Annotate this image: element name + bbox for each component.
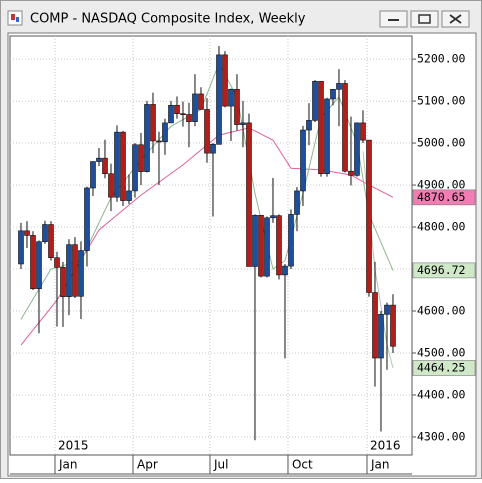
candle-body (48, 224, 54, 258)
candle-body (126, 190, 132, 201)
candle-body (60, 267, 66, 298)
candle-body (78, 250, 84, 297)
maximize-button[interactable] (410, 10, 439, 28)
candle-body (228, 89, 234, 107)
price-label-box (412, 262, 476, 279)
candle-body (282, 265, 288, 276)
candle-body (336, 83, 342, 90)
candle-body (162, 122, 168, 143)
x-tick-label: Jul (213, 458, 228, 472)
candle-body (96, 157, 102, 162)
x-tick-label: Jan (370, 458, 390, 472)
candle-body (384, 304, 390, 315)
candle-body (276, 215, 282, 276)
candle-body (72, 244, 78, 297)
price-label: 4870.65 (417, 190, 465, 204)
candle-body (84, 187, 90, 251)
close-glyph (449, 14, 462, 24)
candle-body (54, 257, 60, 268)
candle-body (270, 215, 276, 219)
candle-body (138, 144, 144, 172)
candle-body (204, 109, 210, 154)
y-tick-label: 5000.00 (417, 136, 466, 150)
y-tick-label: 4400.00 (417, 387, 466, 401)
candle-body (300, 129, 306, 192)
candle-body (144, 104, 150, 172)
y-tick-label: 4500.00 (417, 345, 466, 359)
app-icon-mark (16, 17, 19, 22)
y-tick-label: 4300.00 (417, 429, 466, 443)
price-label-box (412, 189, 476, 206)
candle-body (66, 244, 72, 298)
x-tick-label: Oct (292, 458, 313, 472)
y-tick-label: 4600.00 (417, 303, 466, 317)
candle-body (324, 98, 330, 175)
candle-body (132, 144, 138, 192)
candle-body (348, 170, 354, 176)
candle-body (18, 230, 24, 265)
candle-body (378, 314, 384, 359)
y-tick-label: 5100.00 (417, 94, 466, 108)
price-label: 4696.72 (417, 263, 465, 277)
candle-body (198, 93, 204, 110)
candle-body (240, 122, 246, 125)
candle-body (42, 224, 48, 243)
candle-body (168, 104, 174, 124)
candle-body (120, 131, 126, 201)
candle-body (108, 173, 114, 198)
candle-body (366, 139, 372, 293)
candle-body (312, 81, 318, 121)
candle-body (330, 89, 336, 100)
price-label-box (412, 360, 476, 376)
year-label: 2016 (370, 439, 401, 453)
candle-body (258, 214, 264, 277)
candle-body (246, 122, 252, 267)
candle-body (264, 217, 270, 277)
candle-body (90, 161, 96, 189)
candle-body (114, 131, 120, 198)
x-tick-label: Apr (137, 458, 158, 472)
candle-body (210, 144, 216, 154)
y-tick-label: 4900.00 (417, 178, 466, 192)
app-icon-mark (11, 14, 15, 20)
overlay-line (20, 62, 394, 320)
y-tick-label: 5200.00 (417, 52, 466, 66)
candle-body (102, 157, 108, 175)
window-buttons[interactable] (379, 10, 470, 28)
candle-body (192, 93, 198, 122)
candle-body (294, 190, 300, 215)
candle-body (30, 235, 36, 290)
candle-body (372, 292, 378, 359)
candle-body (150, 104, 156, 142)
candle-body (174, 104, 180, 114)
candle-body (342, 83, 348, 172)
candle-body (234, 89, 240, 125)
candle-body (216, 54, 222, 145)
candle-body (186, 114, 192, 122)
candle-body (306, 120, 312, 131)
candle-body (390, 304, 396, 347)
candle-body (156, 140, 162, 143)
candle-body (288, 214, 294, 267)
candle-body (354, 122, 360, 176)
x-tick-label: Jan (58, 458, 78, 472)
year-label: 2015 (58, 439, 89, 453)
candle-body (24, 230, 30, 236)
candle-body (252, 214, 258, 267)
price-label: 4464.25 (417, 360, 465, 374)
y-tick-label: 4800.00 (417, 220, 466, 234)
chart-layer: 5200.005100.005000.004900.004800.004700.… (10, 36, 476, 474)
window-title: COMP - NASDAQ Composite Index, Weekly (30, 12, 306, 27)
candle-body (222, 54, 228, 107)
candle-body (180, 113, 186, 115)
candle-body (360, 122, 366, 141)
candle-body (36, 241, 42, 290)
candle-body (318, 81, 324, 175)
maximize-glyph (418, 14, 431, 24)
